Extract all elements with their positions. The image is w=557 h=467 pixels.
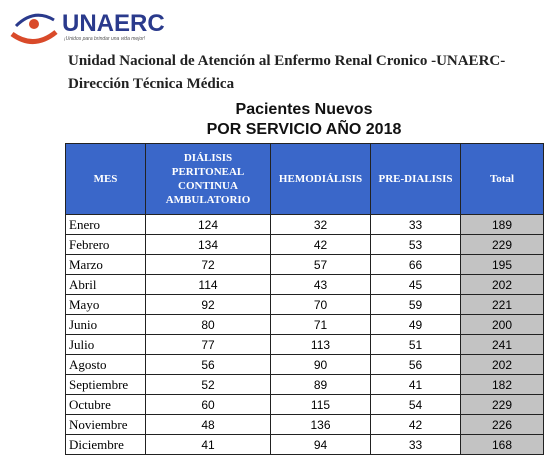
value-cell: 202 (460, 354, 544, 375)
value-cell: 42 (370, 414, 461, 435)
table-body: Enero 124 32 33 189 Febrero 134 42 53 229 Marzo 72 5… (65, 214, 544, 455)
value-cell: 90 (270, 354, 371, 375)
value-cell: 202 (460, 274, 544, 295)
value-cell: 124 (145, 214, 271, 235)
table-row: Mayo 92 70 59 221 (65, 294, 544, 315)
value-cell: 189 (460, 214, 544, 235)
logo-icon (10, 13, 58, 44)
value-cell: 168 (460, 434, 544, 455)
month-cell: Febrero (65, 234, 146, 255)
column-header: PRE-DIALISIS (370, 143, 461, 215)
value-cell: 41 (370, 374, 461, 395)
value-cell: 41 (145, 434, 271, 455)
value-cell: 115 (270, 394, 371, 415)
value-cell: 200 (460, 314, 544, 335)
value-cell: 52 (145, 374, 271, 395)
value-cell: 71 (270, 314, 371, 335)
value-cell: 89 (270, 374, 371, 395)
header-row: MES DIÁLISIS PERITONEAL CONTINUA AMBULATO… (65, 143, 544, 215)
value-cell: 114 (145, 274, 271, 295)
header-line: Unidad Nacional de Atención al Enfermo R… (68, 53, 506, 69)
value-cell: 94 (270, 434, 371, 455)
month-cell: Noviembre (65, 414, 146, 435)
column-header: Total (460, 143, 544, 215)
value-cell: 32 (270, 214, 371, 235)
value-cell: 33 (370, 214, 461, 235)
month-cell: Enero (65, 214, 146, 235)
value-cell: 51 (370, 334, 461, 355)
value-cell: 56 (370, 354, 461, 375)
value-cell: 70 (270, 294, 371, 315)
value-cell: 72 (145, 254, 271, 275)
value-cell: 221 (460, 294, 544, 315)
value-cell: 241 (460, 334, 544, 355)
table-row: Julio 77 113 51 241 (65, 334, 544, 355)
value-cell: 80 (145, 314, 271, 335)
header-line: Dirección Técnica Médica (68, 76, 235, 92)
value-cell: 33 (370, 434, 461, 455)
month-cell: Diciembre (65, 434, 146, 455)
month-cell: Junio (65, 314, 146, 335)
value-cell: 42 (270, 234, 371, 255)
value-cell: 45 (370, 274, 461, 295)
value-cell: 53 (370, 234, 461, 255)
column-header: HEMODIÁLISIS (270, 143, 371, 215)
column-header: DIÁLISIS PERITONEAL CONTINUA AMBULATORIO (145, 143, 271, 215)
subtitle: POR SERVICIO AÑO 2018 (206, 121, 402, 138)
month-cell: Septiembre (65, 374, 146, 395)
logo-name: UNAERC (62, 10, 165, 37)
month-cell: Julio (65, 334, 146, 355)
value-cell: 59 (370, 294, 461, 315)
value-cell: 226 (460, 414, 544, 435)
table-row: Agosto 56 90 56 202 (65, 354, 544, 375)
value-cell: 229 (460, 234, 544, 255)
data-table: MES DIÁLISIS PERITONEAL CONTINUA AMBULATO… (65, 143, 544, 455)
value-cell: 92 (145, 294, 271, 315)
value-cell: 48 (145, 414, 271, 435)
value-cell: 182 (460, 374, 544, 395)
value-cell: 134 (145, 234, 271, 255)
table-row: Diciembre 41 94 33 168 (65, 434, 544, 455)
table-row: Enero 124 32 33 189 (65, 214, 544, 235)
value-cell: 77 (145, 334, 271, 355)
value-cell: 43 (270, 274, 371, 295)
table-row: Marzo 72 57 66 195 (65, 254, 544, 275)
table-row: Septiembre 52 89 41 182 (65, 374, 544, 395)
value-cell: 195 (460, 254, 544, 275)
table-row: Octubre 60 115 54 229 (65, 394, 544, 415)
column-header: MES (65, 143, 146, 215)
value-cell: 56 (145, 354, 271, 375)
title: Pacientes Nuevos (235, 101, 373, 118)
value-cell: 54 (370, 394, 461, 415)
table-row: Febrero 134 42 53 229 (65, 234, 544, 255)
value-cell: 66 (370, 254, 461, 275)
value-cell: 113 (270, 334, 371, 355)
month-cell: Abril (65, 274, 146, 295)
month-cell: Agosto (65, 354, 146, 375)
value-cell: 136 (270, 414, 371, 435)
logo-tagline: ¡Unidos para brindar una vida mejor! (64, 36, 146, 42)
month-cell: Octubre (65, 394, 146, 415)
value-cell: 49 (370, 314, 461, 335)
table-row: Abril 114 43 45 202 (65, 274, 544, 295)
value-cell: 229 (460, 394, 544, 415)
value-cell: 60 (145, 394, 271, 415)
table-row: Noviembre 48 136 42 226 (65, 414, 544, 435)
value-cell: 57 (270, 254, 371, 275)
table-row: Junio 80 71 49 200 (65, 314, 544, 335)
month-cell: Mayo (65, 294, 146, 315)
month-cell: Marzo (65, 254, 146, 275)
